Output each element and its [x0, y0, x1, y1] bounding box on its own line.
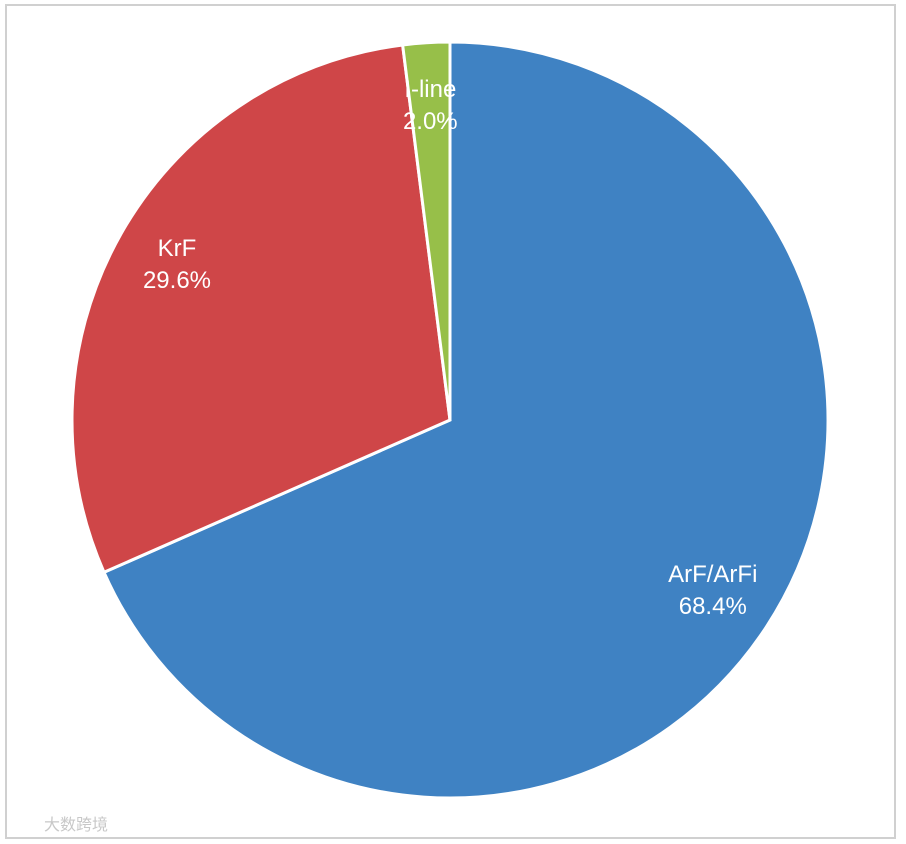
value-label: 68.4% [679, 593, 747, 620]
value-label: 29.6% [143, 267, 211, 294]
slice-label: ArF/ArFi [668, 561, 757, 588]
pie-slice [400, 40, 452, 421]
slice-label: KrF [158, 235, 197, 262]
slice-label: I-line [404, 76, 456, 103]
pie-slice [70, 43, 452, 575]
pie-slice [102, 40, 830, 800]
watermark: 大数跨境 [44, 815, 108, 834]
value-label: 2.0% [403, 108, 458, 135]
